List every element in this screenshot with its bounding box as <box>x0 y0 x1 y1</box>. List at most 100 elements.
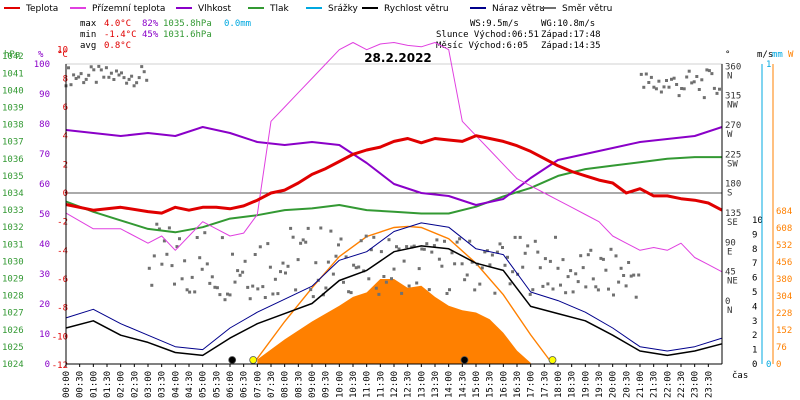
sun-moon-markers <box>228 356 557 364</box>
axis-dir-cardinal-tick: SW <box>727 159 738 169</box>
dir-point <box>205 262 209 266</box>
stat-min-hum: 45% <box>142 30 159 40</box>
dir-point <box>281 261 285 265</box>
dir-point <box>596 288 600 292</box>
dir-point <box>79 72 83 76</box>
axis-hpa-tick: 1035 <box>2 172 24 182</box>
dir-point <box>243 259 247 263</box>
dir-point <box>511 270 515 274</box>
dir-point <box>99 68 103 72</box>
dir-point <box>122 76 126 80</box>
dir-point <box>175 245 179 249</box>
dir-point <box>107 75 111 79</box>
x-tick-label: 15:00 <box>472 371 482 398</box>
axis-ms-tick: 8 <box>752 245 757 255</box>
x-tick-label: 23:00 <box>691 371 701 398</box>
x-tick-label: 02:00 <box>117 371 127 398</box>
dir-point <box>188 290 192 294</box>
dir-point <box>536 250 540 254</box>
dir-point <box>556 266 560 270</box>
dir-point <box>273 277 277 281</box>
x-tick-label: 11:30 <box>376 371 386 398</box>
axis-hpa-tick: 1027 <box>2 309 24 319</box>
dir-point <box>223 298 227 302</box>
dir-point <box>195 236 199 239</box>
stat-avg-label: avg <box>80 41 96 51</box>
dir-point <box>551 287 555 291</box>
axis-temp-tick: 10 <box>57 46 68 56</box>
dir-point <box>455 240 459 244</box>
dir-point <box>503 263 507 267</box>
axis-hpa-tick: 1039 <box>2 104 24 114</box>
dir-point <box>271 292 275 296</box>
dir-point <box>445 292 449 295</box>
x-axis-label: čas <box>732 370 748 381</box>
dir-point <box>488 263 492 267</box>
dir-point <box>443 239 446 243</box>
dir-point <box>311 295 315 299</box>
dir-point <box>130 74 134 78</box>
axis-w-tick: 380 <box>776 275 792 285</box>
axis-hpa-tick: 1033 <box>2 206 24 216</box>
dir-point <box>117 73 121 77</box>
dir-point <box>440 264 444 268</box>
stat-max-label: max <box>80 19 97 29</box>
axis-dir-tick: 0 <box>725 297 730 307</box>
x-tick-label: 17:00 <box>527 371 537 398</box>
dir-point <box>495 250 499 254</box>
axis-dir-cardinal-tick: N <box>727 306 732 316</box>
dir-point <box>104 66 108 70</box>
dir-point <box>697 88 701 91</box>
series-sun-theoretical <box>252 225 554 365</box>
axis-w-tick: 228 <box>776 309 792 319</box>
dir-point <box>190 275 194 279</box>
dir-point <box>672 76 676 80</box>
dir-point <box>432 244 436 248</box>
dir-point <box>589 248 593 252</box>
dir-point <box>518 235 522 239</box>
dir-point <box>639 72 643 76</box>
dir-point <box>357 265 361 269</box>
dir-point <box>324 286 328 290</box>
x-tick-label: 03:30 <box>158 371 168 398</box>
series-gust <box>65 222 723 352</box>
x-tick-label: 23:30 <box>704 371 714 398</box>
dir-point <box>157 227 161 231</box>
dir-point <box>132 84 136 88</box>
dir-point <box>617 280 621 284</box>
axis-hpa-tick: 1030 <box>2 257 24 267</box>
dir-point <box>498 242 502 246</box>
axis-temp-tick: -10 <box>52 332 68 342</box>
dir-point <box>180 277 184 281</box>
info-wg: WG:10.8m/s <box>541 19 595 29</box>
axis-pct-tick: 20 <box>39 300 50 310</box>
x-tick-label: 09:30 <box>322 371 332 398</box>
x-tick-label: 19:00 <box>581 371 591 398</box>
legend-label-dew: Přízemní teplota <box>92 4 165 14</box>
dir-point <box>304 240 308 244</box>
dir-point <box>571 290 575 294</box>
dir-point <box>425 242 429 246</box>
x-tick-label: 00:00 <box>62 371 72 398</box>
axis-ms-tick: 9 <box>752 230 757 240</box>
dir-point <box>256 287 260 291</box>
legend: Teplota Přízemní teplota Vlhkost Tlak Srážky… <box>4 4 612 14</box>
dir-point <box>627 261 631 264</box>
legend-label-temp: Teplota <box>25 4 58 14</box>
dir-point <box>569 269 573 273</box>
axis-hpa-tick: 1031 <box>2 240 24 250</box>
axis-dir-tick: 270 <box>725 121 741 131</box>
axis-ms-tick: 1 <box>752 346 757 356</box>
dir-point <box>165 252 169 256</box>
axis-pct-tick: 50 <box>39 210 50 220</box>
x-tick-label: 16:00 <box>499 371 509 398</box>
dir-point <box>619 266 623 270</box>
axis-temp-tick: -6 <box>57 275 68 285</box>
dir-point <box>675 83 679 86</box>
dir-point <box>319 226 323 230</box>
dir-point <box>183 259 187 263</box>
dir-point <box>246 285 250 289</box>
dir-point <box>637 273 641 277</box>
dir-point <box>395 245 398 249</box>
